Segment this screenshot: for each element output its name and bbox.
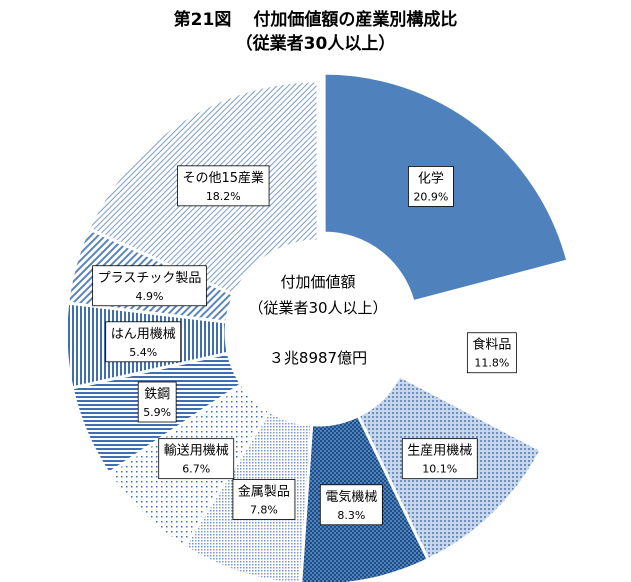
slice-label-7: はん用機械 5.4% — [105, 321, 182, 363]
slice-name-8: プラスチック製品 — [98, 271, 202, 286]
center-total: ３兆8987億円 — [269, 349, 367, 367]
slice-label-0: 化学 20.9% — [408, 166, 454, 207]
slice-label-9: その他15産業 18.2% — [177, 165, 270, 207]
center-line-2: （従業者30人以上） — [248, 299, 387, 317]
slice-label-box-2 — [401, 438, 478, 480]
slice-label-5: 輸送用機械 6.7% — [158, 438, 235, 480]
chart-title: 第21図 付加価値額の産業別構成比 （従業者30人以上） — [0, 8, 631, 56]
slice-value-8: 4.9% — [136, 290, 164, 303]
donut-hole — [226, 241, 410, 425]
slice-label-box-5 — [158, 438, 235, 480]
slice-label-1: 食料品 11.8% — [466, 332, 517, 374]
slice-name-9: その他15産業 — [183, 170, 265, 186]
slice-name-0: 化学 — [418, 170, 444, 186]
slice-label-box-7 — [105, 321, 182, 363]
title-text: 付加価値額の産業別構成比 — [253, 10, 458, 30]
slice-name-7: はん用機械 — [111, 327, 176, 342]
slice-label-4: 金属製品 7.8% — [232, 479, 296, 520]
slice-value-0: 20.9% — [413, 190, 448, 203]
slice-label-3: 電気機械 8.3% — [319, 484, 383, 526]
slice-label-box-0 — [408, 166, 454, 207]
slice-name-5: 輸送用機械 — [164, 444, 229, 459]
slice-value-9: 18.2% — [206, 190, 241, 203]
slice-value-3: 8.3% — [337, 509, 365, 522]
slice-value-1: 11.8% — [474, 357, 509, 370]
slice-name-4: 金属製品 — [238, 483, 290, 499]
slice-label-box-6 — [137, 381, 177, 423]
center-label: 付加価値額 （従業者30人以上） ３兆8987億円 — [248, 273, 387, 367]
center-line-1: 付加価値額 — [280, 273, 355, 291]
slice-value-6: 5.9% — [143, 406, 171, 419]
slice-label-box-1 — [466, 332, 517, 374]
figure-number: 第21図 — [173, 10, 232, 30]
slice-label-2: 生産用機械 10.1% — [401, 438, 478, 480]
slice-value-2: 10.1% — [422, 463, 457, 476]
slice-label-6: 鉄鋼 5.9% — [137, 381, 177, 423]
slice-name-3: 電気機械 — [325, 489, 377, 505]
slice-value-4: 7.8% — [250, 503, 278, 516]
slice-name-1: 食料品 — [472, 337, 511, 353]
slice-value-5: 6.7% — [182, 463, 210, 476]
slice-name-2: 生産用機械 — [407, 443, 472, 459]
chart-subtitle: （従業者30人以上） — [235, 34, 396, 54]
slice-label-box-9 — [177, 165, 270, 207]
slice-label-8: プラスチック製品 4.9% — [92, 265, 207, 307]
labels-group: 化学 20.9% 食料品 11.8% 生産用機械 10.1% 電気機械 8.3% 金属製品 7.8… — [92, 165, 517, 526]
slice-name-6: 鉄鋼 — [144, 387, 170, 402]
slice-label-box-8 — [92, 265, 207, 307]
slice-label-box-4 — [232, 479, 296, 520]
slice-value-7: 5.4% — [129, 346, 157, 359]
slice-label-box-3 — [319, 484, 383, 526]
